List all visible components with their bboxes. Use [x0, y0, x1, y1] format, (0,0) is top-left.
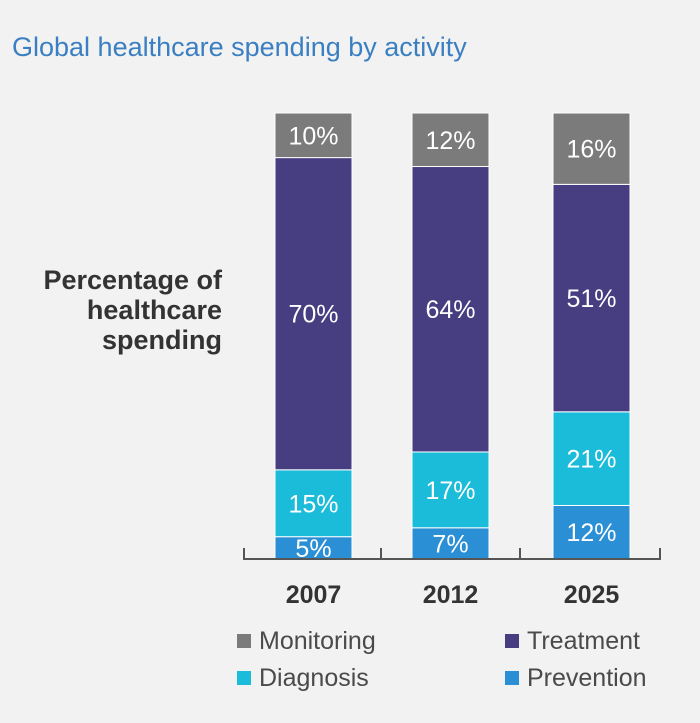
- data-label-treatment-2012: 64%: [425, 296, 475, 324]
- data-label-monitoring-2007: 10%: [288, 122, 338, 150]
- x-tick-labels: 2007 2012 2025: [286, 581, 620, 609]
- legend-label-diagnosis: Diagnosis: [259, 663, 369, 692]
- y-axis-label: Percentage of healthcare spending: [43, 265, 222, 355]
- legend-item-diagnosis: Diagnosis: [237, 663, 369, 693]
- x-tick-label-2007: 2007: [286, 581, 342, 609]
- data-label-prevention-2012: 7%: [432, 530, 468, 558]
- data-label-diagnosis-2025: 21%: [566, 446, 616, 474]
- bar-segment-diagnosis-2012: [411, 451, 490, 529]
- x-tick-label-2012: 2012: [423, 581, 479, 609]
- legend-item-prevention: Prevention: [505, 663, 647, 693]
- chart-title: Global healthcare spending by activity: [12, 32, 467, 62]
- bar-segment-treatment-2025: [552, 183, 631, 413]
- legend-label-treatment: Treatment: [527, 626, 641, 655]
- legend-item-treatment: Treatment: [505, 626, 640, 656]
- data-label-monitoring-2025: 16%: [566, 136, 616, 164]
- data-label-prevention-2025: 12%: [566, 519, 616, 547]
- data-label-monitoring-2012: 12%: [425, 127, 475, 155]
- x-tick-label-2025: 2025: [564, 581, 620, 609]
- data-label-treatment-2007: 70%: [288, 301, 338, 329]
- bar-segment-monitoring-2025: [552, 112, 631, 185]
- bar-segment-treatment-2012: [411, 166, 490, 453]
- legend-swatch-treatment: [505, 634, 519, 648]
- bar-segment-prevention-2025: [552, 504, 631, 560]
- legend-label-prevention: Prevention: [527, 663, 647, 692]
- legend-label-monitoring: Monitoring: [259, 626, 376, 655]
- legend-swatch-prevention: [505, 671, 519, 685]
- legend-swatch-monitoring: [237, 634, 251, 648]
- data-label-diagnosis-2007: 15%: [288, 490, 338, 518]
- x-axis: [243, 548, 661, 560]
- data-label-diagnosis-2012: 17%: [425, 477, 475, 505]
- bar-segment-diagnosis-2025: [552, 411, 631, 506]
- data-label-treatment-2025: 51%: [566, 285, 616, 313]
- bar-segment-monitoring-2012: [411, 112, 490, 168]
- legend-item-monitoring: Monitoring: [237, 626, 376, 656]
- bar-segment-prevention-2012: [411, 527, 490, 560]
- legend-swatch-diagnosis: [237, 671, 251, 685]
- bars-layer: 5%15%70%10%7%17%64%12%12%21%51%16%: [274, 112, 631, 563]
- bar-segment-monitoring-2007: [274, 112, 353, 159]
